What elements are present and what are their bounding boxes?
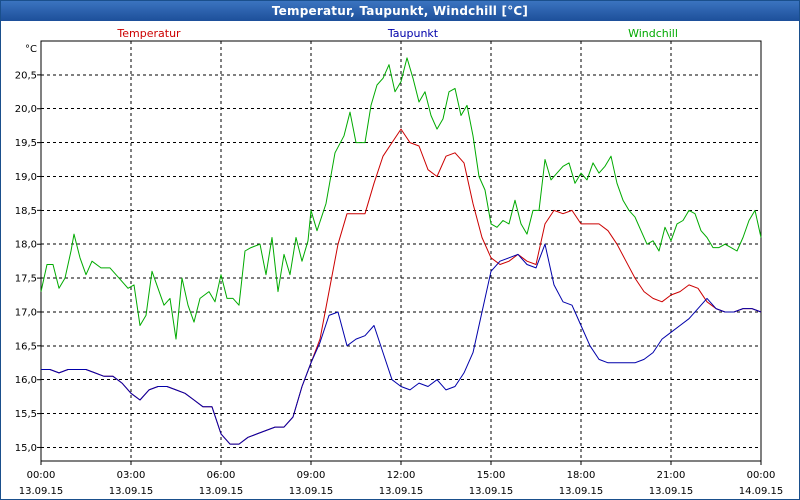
- x-tick-date: 14.09.15: [739, 486, 784, 497]
- line-chart: 15,0 15,5 16,0 16,5 17,0 17,5 18,0 18,5 19,0 19,5…: [15, 27, 784, 497]
- y-tick-label: 20,0: [15, 104, 37, 115]
- x-tick-date: 13.09.15: [559, 486, 604, 497]
- legend-temperatur: Temperatur: [116, 27, 181, 40]
- legend-taupunkt: Taupunkt: [387, 27, 439, 40]
- y-tick-label: 15,0: [15, 443, 37, 454]
- x-tick-date: 13.09.15: [379, 486, 424, 497]
- x-tick-time: 00:00: [27, 470, 56, 481]
- x-tick-time: 21:00: [657, 470, 686, 481]
- window-title: Temperatur, Taupunkt, Windchill [°C]: [1, 1, 799, 21]
- y-tick-label: 16,5: [15, 341, 37, 352]
- y-tick-label: 18,5: [15, 206, 37, 217]
- x-tick-time: 06:00: [207, 470, 236, 481]
- series-taupunkt: [41, 243, 762, 445]
- y-tick-label: 17,0: [15, 307, 37, 318]
- x-tick-time: 09:00: [297, 470, 326, 481]
- legend: Temperatur Taupunkt Windchill: [116, 27, 678, 40]
- y-tick-label: 19,5: [15, 138, 37, 149]
- y-tick-label: 17,5: [15, 274, 37, 285]
- x-tick-date: 13.09.15: [469, 486, 514, 497]
- series-lines: [40, 57, 762, 445]
- y-tick-label: 18,0: [15, 240, 37, 251]
- series-windchill: [40, 57, 762, 340]
- axes: 15,0 15,5 16,0 16,5 17,0 17,5 18,0 18,5 19,0 19,5…: [15, 44, 784, 497]
- y-unit-label: °C: [25, 44, 37, 55]
- y-tick-label: 15,5: [15, 409, 37, 420]
- x-tick-time: 15:00: [477, 470, 506, 481]
- legend-windchill: Windchill: [628, 27, 678, 40]
- y-tick-label: 20,5: [15, 70, 37, 81]
- y-tick-label: 16,0: [15, 375, 37, 386]
- x-tick-date: 13.09.15: [649, 486, 694, 497]
- x-tick-time: 12:00: [387, 470, 416, 481]
- grid: [41, 41, 761, 461]
- y-tick-label: 19,0: [15, 172, 37, 183]
- x-tick-date: 13.09.15: [19, 486, 64, 497]
- x-tick-date: 13.09.15: [289, 486, 334, 497]
- x-tick-date: 13.09.15: [109, 486, 154, 497]
- x-tick-date: 13.09.15: [199, 486, 244, 497]
- x-tick-time: 18:00: [567, 470, 596, 481]
- x-tick-time: 03:00: [117, 470, 146, 481]
- x-tick-time: 00:00: [747, 470, 776, 481]
